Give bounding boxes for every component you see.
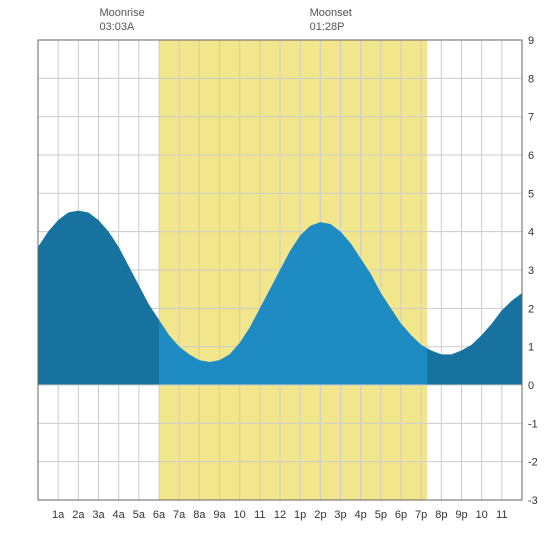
y-tick-label: 6	[528, 150, 534, 162]
x-tick-label: 8a	[193, 509, 206, 521]
y-tick-label: -3	[528, 495, 538, 507]
x-tick-label: 9a	[213, 509, 226, 521]
x-tick-label: 7p	[415, 509, 427, 521]
x-tick-label: 4a	[113, 509, 126, 521]
x-tick-label: 5a	[133, 509, 146, 521]
x-tick-label: 1p	[294, 509, 306, 521]
y-tick-label: 3	[528, 265, 534, 277]
x-tick-label: 11	[254, 509, 265, 521]
x-tick-label: 7a	[173, 509, 186, 521]
x-tick-label: 6a	[153, 509, 166, 521]
moonset-title: Moonset	[310, 7, 352, 19]
moonset-time: 01:28P	[310, 21, 345, 33]
y-tick-label: 8	[528, 73, 534, 85]
y-tick-label: 2	[528, 303, 534, 315]
x-tick-label: 4p	[355, 509, 367, 521]
x-tick-label: 9p	[455, 509, 467, 521]
x-tick-label: 11	[496, 509, 507, 521]
x-tick-label: 3p	[334, 509, 346, 521]
x-tick-label: 10	[234, 509, 246, 521]
x-tick-label: 12	[274, 509, 286, 521]
x-tick-label: 6p	[395, 509, 407, 521]
y-tick-label: 9	[528, 35, 534, 47]
x-tick-label: 5p	[375, 509, 387, 521]
x-tick-label: 1a	[52, 509, 65, 521]
y-tick-label: 1	[528, 342, 534, 354]
y-tick-label: 0	[528, 380, 534, 392]
moonrise-time: 03:03A	[100, 21, 135, 33]
y-tick-label: 7	[528, 112, 534, 124]
y-tick-label: -2	[528, 457, 538, 469]
moonset-label: Moonset 01:28P	[310, 6, 352, 35]
x-tick-label: 2p	[314, 509, 326, 521]
chart-svg: -3-2-101234567891a2a3a4a5a6a7a8a9a101112…	[0, 0, 550, 550]
x-tick-label: 8p	[435, 509, 447, 521]
y-tick-label: 5	[528, 188, 534, 200]
x-tick-label: 3a	[92, 509, 105, 521]
moonrise-title: Moonrise	[100, 7, 145, 19]
tide-chart: Moonrise 03:03A Moonset 01:28P -3-2-1012…	[0, 0, 550, 550]
moonrise-label: Moonrise 03:03A	[100, 6, 145, 35]
y-tick-label: -1	[528, 418, 538, 430]
x-tick-label: 10	[476, 509, 488, 521]
x-tick-label: 2a	[72, 509, 85, 521]
y-tick-label: 4	[528, 227, 534, 239]
